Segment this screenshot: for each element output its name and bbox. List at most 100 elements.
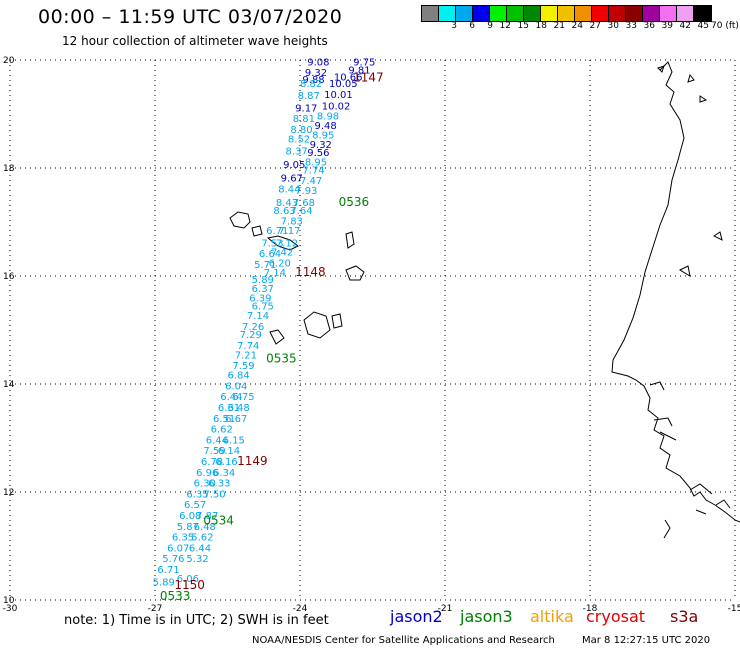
wave-height-value: 7.42 bbox=[271, 247, 293, 258]
x-tick-label: -27 bbox=[148, 604, 163, 614]
wave-height-value: 7.26 bbox=[242, 322, 264, 333]
colorbar-label: 6 bbox=[469, 21, 475, 31]
colorbar-swatch bbox=[490, 6, 507, 21]
island-sao-vicente bbox=[251, 225, 263, 237]
wave-height-value: 5.71 bbox=[254, 260, 276, 271]
satellite-legend-item: jason3 bbox=[460, 607, 513, 626]
colorbar-swatch bbox=[643, 6, 660, 21]
wave-height-value: 9.05 bbox=[283, 160, 305, 171]
track-time-label: 1147 bbox=[353, 71, 384, 85]
africa-coastline bbox=[611, 61, 740, 523]
graticule bbox=[9, 59, 736, 601]
wave-height-value: 6.07 bbox=[167, 543, 189, 554]
wave-height-value: 7.74 bbox=[237, 341, 259, 352]
track-time-label: 0535 bbox=[266, 351, 297, 365]
island-maio bbox=[331, 313, 343, 329]
y-tick-label: 10 bbox=[3, 596, 15, 606]
wave-height-value: 7.59 bbox=[203, 446, 225, 457]
map-subtitle: 12 hour collection of altimeter wave hei… bbox=[62, 34, 328, 48]
wave-height-value: 6.44 bbox=[220, 392, 242, 403]
wave-height-value: 6.37 bbox=[252, 284, 274, 295]
colorbar-label: 15 bbox=[517, 21, 529, 31]
footnote: note: 1) Time is in UTC; 2) SWH is in fe… bbox=[64, 613, 329, 628]
y-tick-label: 12 bbox=[3, 488, 14, 498]
wave-height-value: 7.53 bbox=[261, 238, 283, 249]
wave-height-value: 8.43 bbox=[276, 198, 298, 209]
colorbar-label: 3 bbox=[451, 21, 457, 31]
wave-height-value: 6.78 bbox=[201, 457, 223, 468]
colorbar-label: 27 bbox=[589, 21, 601, 31]
axis-tick-labels: -30 -27 -24 -21 -18 -15 20 18 16 14 12 10 bbox=[3, 56, 740, 614]
wave-height-value: 6.44 bbox=[189, 543, 211, 554]
track-time-label: 1150 bbox=[174, 578, 205, 592]
wave-height-value: 6.75 bbox=[232, 392, 254, 403]
wave-height-value: 6.33 bbox=[208, 479, 230, 490]
generation-timestamp: Mar 8 12:27:15 UTC 2020 bbox=[582, 635, 711, 646]
track-time-label: 0533 bbox=[160, 589, 191, 603]
wave-height-value: 6.84 bbox=[228, 371, 250, 382]
track-time-label: 1149 bbox=[237, 454, 268, 468]
wave-height-value: 8.95 bbox=[312, 130, 334, 141]
wave-height-value: 7.93 bbox=[295, 186, 317, 197]
coastline bbox=[229, 61, 740, 539]
colorbar-swatch bbox=[507, 6, 524, 21]
wave-height-value: 9.32 bbox=[305, 68, 327, 79]
wave-height-value: 5.89 bbox=[153, 577, 175, 588]
y-tick-label: 18 bbox=[3, 164, 15, 174]
wave-height-value: 6.34 bbox=[213, 468, 235, 479]
satellite-legend-item: jason2 bbox=[390, 607, 443, 626]
wave-height-value: 8.95 bbox=[305, 157, 327, 168]
y-tick-label: 16 bbox=[3, 272, 15, 282]
wave-height-value: 9.67 bbox=[281, 174, 303, 185]
colorbar-label: 42 bbox=[679, 21, 691, 31]
wave-height-value: 10.05 bbox=[329, 79, 358, 90]
wave-height-value: 6.62 bbox=[211, 425, 233, 436]
y-tick-label: 14 bbox=[3, 380, 15, 390]
track-time-label: 0536 bbox=[339, 195, 370, 209]
wave-height-value: 5.76 bbox=[162, 554, 184, 565]
coastal-inlets bbox=[649, 231, 731, 539]
wave-height-value: 8.63 bbox=[273, 206, 295, 217]
wave-height-value: 6.51 bbox=[213, 414, 235, 425]
x-tick-label: -15 bbox=[728, 604, 740, 614]
wave-height-value: 6.14 bbox=[218, 446, 240, 457]
canary-islands bbox=[657, 65, 708, 103]
wave-height-value: 10.02 bbox=[322, 102, 351, 113]
wave-height-value: 5.89 bbox=[252, 275, 274, 286]
island-sao-nicolau bbox=[266, 235, 299, 251]
wave-height-value: 7.83 bbox=[281, 217, 303, 228]
colorbar-swatch bbox=[609, 6, 626, 21]
track-time-label: 0534 bbox=[203, 513, 234, 527]
colorbar-label: 18 bbox=[535, 21, 547, 31]
colorbar-swatch bbox=[422, 6, 439, 21]
wave-height-value: 7.87 bbox=[196, 511, 218, 522]
x-tick-label: -30 bbox=[3, 604, 18, 614]
wave-height-value: 5.32 bbox=[186, 554, 208, 565]
island-boa-vista bbox=[345, 265, 365, 281]
wave-height-value: 6.20 bbox=[269, 258, 291, 269]
wave-height-value: 7.21 bbox=[235, 351, 257, 362]
satellite-legend-item: altika bbox=[530, 607, 574, 626]
wave-height-value: 6.35 bbox=[172, 533, 194, 544]
colorbar-swatch bbox=[524, 6, 541, 21]
wave-height-value: 8.82 bbox=[300, 79, 322, 90]
wave-height-value: 6.96 bbox=[196, 468, 218, 479]
wave-height-value: 7.59 bbox=[232, 361, 254, 372]
wave-height-value: 7.12 bbox=[276, 238, 298, 249]
colorbar-swatch bbox=[439, 6, 456, 21]
wave-height-value: 7.64 bbox=[290, 206, 312, 217]
colorbar-swatch bbox=[456, 6, 473, 21]
y-tick-label: 20 bbox=[3, 56, 15, 66]
wave-height-value: 5.62 bbox=[191, 533, 213, 544]
colorbar-label: 39 bbox=[661, 21, 673, 31]
colorbar-label: 9 bbox=[487, 21, 493, 31]
colorbar-label: 36 bbox=[643, 21, 655, 31]
map-title: 00:00 – 11:59 UTC 03/07/2020 bbox=[38, 6, 343, 28]
wave-height-value: 8.98 bbox=[317, 111, 339, 122]
wave-height-value: 6.64 bbox=[259, 249, 281, 260]
wave-height-value: 6.04 bbox=[225, 381, 247, 392]
wave-height-value: 7.14 bbox=[247, 311, 269, 322]
